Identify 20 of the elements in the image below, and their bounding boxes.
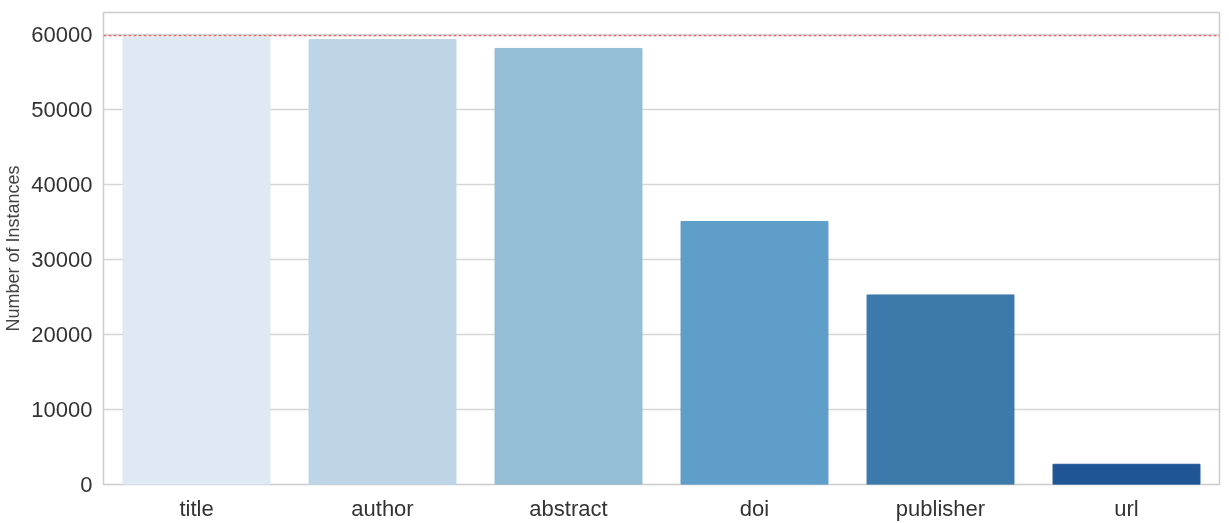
x-tick-label: author xyxy=(351,495,414,521)
x-tick-label: title xyxy=(179,495,214,521)
bar xyxy=(1052,463,1201,485)
y-tick-label: 40000 xyxy=(31,172,93,198)
y-axis-title: Number of Instances xyxy=(3,165,24,332)
y-tick-label: 20000 xyxy=(31,322,93,348)
x-tick-label: publisher xyxy=(895,495,986,521)
bar xyxy=(308,38,457,485)
y-tick-label: 30000 xyxy=(31,247,93,273)
x-tick-label: abstract xyxy=(529,495,608,521)
x-tick-label: doi xyxy=(739,495,770,521)
y-tick-label: 10000 xyxy=(31,397,93,423)
y-tick-label: 0 xyxy=(80,472,93,497)
bar xyxy=(494,47,643,485)
bar xyxy=(680,221,829,485)
x-tick-label: url xyxy=(1114,495,1139,521)
y-tick-label: 60000 xyxy=(31,22,93,48)
y-tick-label: 50000 xyxy=(31,97,93,123)
bar xyxy=(122,36,271,485)
bar xyxy=(866,294,1015,485)
